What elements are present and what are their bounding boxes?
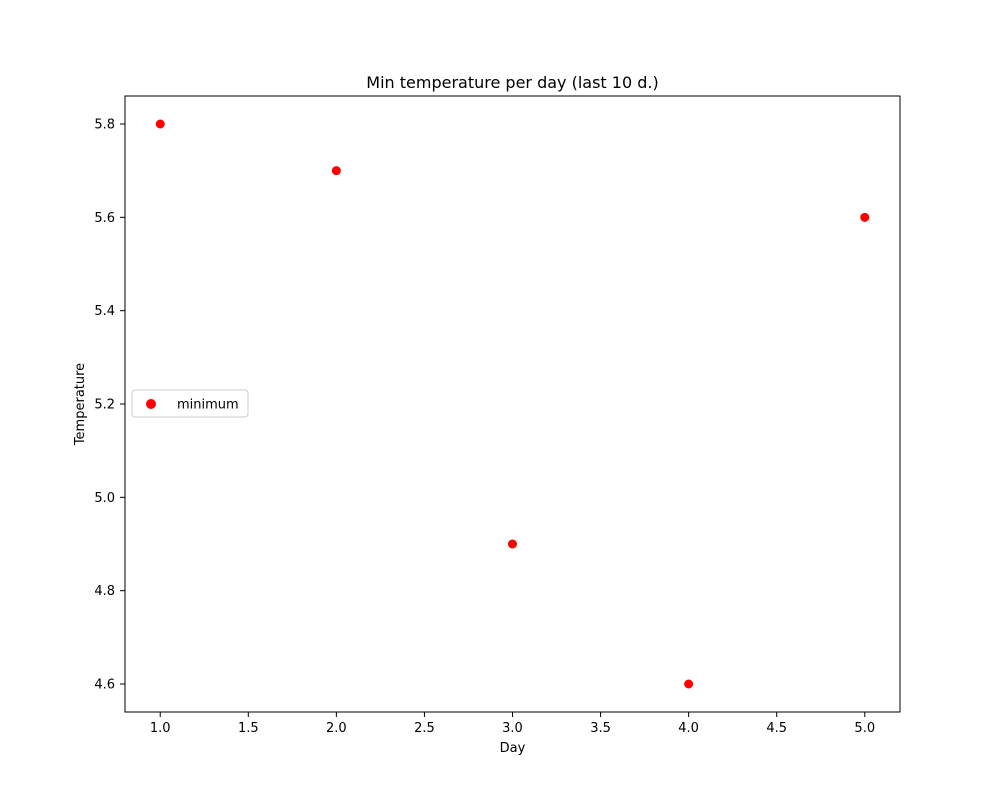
y-axis: 4.6 4.8 5.0 5.2 5.4 5.6 5.8 [94,118,125,693]
legend-marker [146,399,156,409]
x-axis: 1.0 1.5 2.0 2.5 3.0 3.5 4.0 4.5 5.0 [150,712,875,736]
plot-area [155,119,870,689]
x-tick-label: 3.5 [590,721,611,736]
data-point-minimum [860,212,870,222]
data-point-minimum [155,119,165,129]
y-tick-label: 5.6 [94,211,115,226]
x-tick-label: 1.5 [238,721,259,736]
y-tick-label: 4.8 [94,584,115,599]
x-tick-label: 4.0 [678,721,699,736]
y-axis-label: Temperature [73,363,88,446]
y-tick-label: 4.6 [94,678,115,693]
x-axis-label: Day [500,741,526,756]
x-tick-label: 3.0 [502,721,523,736]
data-point-minimum [331,166,341,176]
legend-label-minimum: minimum [177,398,239,413]
x-tick-label: 1.0 [150,721,171,736]
y-tick-label: 5.4 [94,304,115,319]
y-tick-label: 5.8 [94,118,115,133]
data-point-minimum [508,539,517,549]
y-tick-label: 5.0 [94,491,115,506]
legend: minimum [131,389,249,418]
legend-box [131,389,249,418]
chart-title: Min temperature per day (last 10 d.) [366,73,658,92]
x-tick-label: 5.0 [854,721,875,736]
y-tick-label: 5.2 [94,398,115,413]
data-point-minimum [684,679,694,689]
x-tick-label: 2.5 [414,721,435,736]
x-tick-label: 4.5 [766,721,787,736]
x-tick-label: 2.0 [326,721,347,736]
